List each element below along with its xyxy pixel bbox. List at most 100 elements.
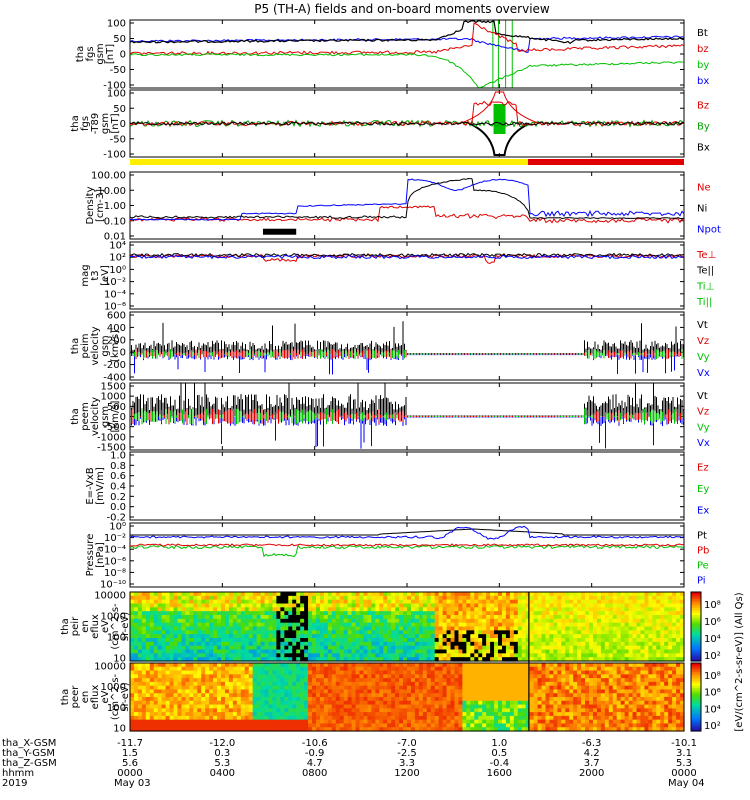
spectrogram-cell — [592, 630, 598, 635]
spectrogram-cell — [592, 607, 598, 612]
spectrogram-cell — [407, 607, 412, 612]
spectrogram-cell — [343, 595, 349, 601]
spectrogram-cell — [308, 595, 313, 601]
spectrogram-cell — [648, 607, 653, 612]
spectrogram-cell — [308, 592, 313, 597]
spectrogram-cell — [272, 626, 278, 631]
spectrogram-cell — [462, 618, 467, 624]
spectrogram-cell — [213, 649, 218, 654]
spectrogram-cell — [308, 634, 313, 639]
spectrogram-cell — [248, 630, 254, 635]
spectrogram-cell — [185, 622, 190, 628]
spectrogram-cell — [315, 611, 321, 616]
spectrogram-cell — [403, 645, 408, 651]
spectrogram-cell — [161, 595, 167, 601]
spectrogram-cell — [652, 603, 657, 608]
spectrogram-cell — [292, 657, 297, 662]
spectrogram-cell — [529, 630, 535, 635]
spectrogram-cell — [209, 657, 214, 662]
spectrogram-cell — [130, 657, 135, 662]
spectrogram-cell — [339, 607, 345, 612]
spectrogram-cell — [292, 622, 297, 628]
spectrogram-cell — [581, 603, 586, 608]
spectrogram-cell — [648, 645, 653, 651]
spectrogram-cell — [232, 618, 238, 624]
spectrogram-cell — [652, 599, 657, 605]
spectrogram-cell — [280, 595, 285, 601]
spectrogram-cell — [312, 630, 317, 635]
spectrogram-cell — [446, 611, 452, 616]
spectrogram-cell — [355, 611, 361, 616]
spectrogram-cell — [466, 592, 471, 597]
spectrogram-cell — [323, 607, 329, 612]
spectrogram-cell — [592, 641, 598, 647]
spectrogram-cell — [403, 615, 408, 620]
spectrogram-cell — [213, 592, 218, 597]
spectrogram-cell — [478, 599, 483, 605]
spectrogram-cell — [280, 634, 285, 639]
spectrogram-cell — [422, 603, 428, 608]
spectrogram-cell — [478, 595, 483, 601]
spectrogram-cell — [240, 645, 246, 651]
spectrogram-cell — [343, 626, 349, 631]
legend-entry: Ne — [697, 183, 711, 194]
spectrogram-cell — [363, 641, 369, 647]
spectrogram-cell — [462, 595, 467, 601]
spectrogram-cell — [276, 607, 281, 612]
spectrogram-cell — [141, 626, 147, 631]
spectrogram-cell — [244, 607, 250, 612]
spectrogram-cell — [315, 603, 321, 608]
spectrogram-cell — [224, 618, 230, 624]
spectrogram-cell — [304, 599, 309, 605]
spectrogram-cell — [327, 634, 333, 639]
spectrogram-cell — [596, 599, 602, 605]
spectrogram-cell — [644, 592, 649, 597]
spectrogram-cell — [517, 653, 523, 658]
spectrogram-cell — [422, 592, 428, 597]
spectrogram-cell — [648, 611, 653, 616]
spectrogram-cell — [442, 607, 448, 612]
spectrogram-cell — [193, 626, 198, 631]
spectrogram-cell — [351, 634, 357, 639]
bx-cusp — [469, 122, 530, 156]
spectrogram-cell — [446, 653, 452, 658]
spectrogram-cell — [157, 645, 163, 651]
spectrogram-cell — [228, 634, 234, 639]
spectrogram-cell — [232, 599, 238, 605]
spectrogram-cell — [327, 603, 333, 608]
spectrogram-cell — [387, 645, 392, 651]
spectrogram-cell — [569, 603, 574, 608]
spectrogram-cell — [319, 599, 325, 605]
spectrogram-cell — [632, 649, 638, 654]
spectrogram-cell — [181, 657, 186, 662]
spectrogram-cell — [608, 603, 614, 608]
spectrogram-cell — [620, 611, 626, 616]
spectrogram-cell — [537, 595, 543, 601]
spectrogram-cell — [438, 611, 444, 616]
spectrogram-cell — [375, 592, 380, 597]
spectrogram-cell — [149, 641, 155, 647]
spectrogram-cell — [410, 592, 416, 597]
spectrogram-cell — [244, 634, 250, 639]
spectrogram-cell — [395, 595, 400, 601]
spectrogram-cell — [426, 653, 432, 658]
spectrogram-cell — [624, 599, 630, 605]
spectrogram-cell — [363, 638, 369, 643]
spectrogram-cell — [430, 599, 436, 605]
spectrogram-cell — [130, 599, 135, 605]
spectrogram-cell — [347, 615, 353, 620]
spectrogram-cell — [648, 599, 653, 605]
spectrogram-cell — [177, 634, 183, 639]
spectrogram-cell — [474, 615, 479, 620]
spectrogram-cell — [410, 595, 416, 601]
y-axis-label: en — [80, 620, 91, 633]
spectrogram-cell — [585, 626, 590, 631]
spectrogram-cell — [197, 611, 202, 616]
spectrogram-cell — [585, 603, 590, 608]
spectrogram-cell — [474, 622, 479, 628]
spectrogram-cell — [513, 630, 519, 635]
spectrogram-cell — [256, 638, 262, 643]
spectrogram-cell — [205, 592, 210, 597]
spectrogram-cell — [268, 595, 274, 601]
spectrogram-cell — [339, 649, 345, 654]
